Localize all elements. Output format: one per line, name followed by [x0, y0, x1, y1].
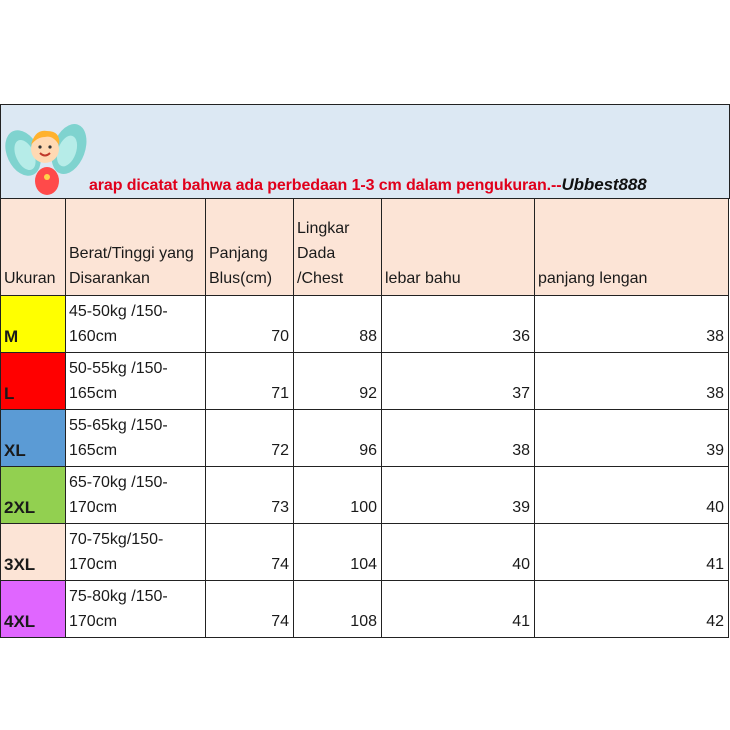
shoulder-cell: 37 — [381, 352, 535, 410]
size-table: Ukuran Berat/Tinggi yang Disarankan Panj… — [0, 198, 729, 638]
length-cell: 74 — [205, 580, 294, 638]
chest-cell: 92 — [293, 352, 382, 410]
table-row: M 45-50kg /150-160cm 70 88 36 38 — [0, 295, 729, 353]
shoulder-cell: 39 — [381, 466, 535, 524]
weight-height-cell: 55-65kg /150-165cm — [65, 409, 206, 467]
length-cell: 74 — [205, 523, 294, 581]
shoulder-cell: 36 — [381, 295, 535, 353]
header-chest: Lingkar Dada /Chest — [293, 198, 382, 296]
sleeve-cell: 42 — [534, 580, 729, 638]
weight-height-cell: 45-50kg /150-160cm — [65, 295, 206, 353]
table-row: XL 55-65kg /150-165cm 72 96 38 39 — [0, 409, 729, 467]
size-cell: 4XL — [0, 580, 66, 638]
notice-banner: arap dicatat bahwa ada perbedaan 1-3 cm … — [0, 104, 730, 199]
weight-height-cell: 75-80kg /150-170cm — [65, 580, 206, 638]
measurement-notice: arap dicatat bahwa ada perbedaan 1-3 cm … — [89, 175, 647, 195]
header-weight-height: Berat/Tinggi yang Disarankan — [65, 198, 206, 296]
sleeve-cell: 38 — [534, 295, 729, 353]
length-cell: 70 — [205, 295, 294, 353]
length-cell: 71 — [205, 352, 294, 410]
chest-cell: 96 — [293, 409, 382, 467]
chest-cell: 100 — [293, 466, 382, 524]
table-row: 4XL 75-80kg /150-170cm 74 108 41 42 — [0, 580, 729, 638]
table-header-row: Ukuran Berat/Tinggi yang Disarankan Panj… — [0, 198, 729, 296]
shoulder-cell: 40 — [381, 523, 535, 581]
size-cell: M — [0, 295, 66, 353]
sleeve-cell: 38 — [534, 352, 729, 410]
table-row: 3XL 70-75kg/150-170cm 74 104 40 41 — [0, 523, 729, 581]
shoulder-cell: 41 — [381, 580, 535, 638]
sleeve-cell: 39 — [534, 409, 729, 467]
chest-cell: 108 — [293, 580, 382, 638]
length-cell: 73 — [205, 466, 294, 524]
angel-mascot-icon — [5, 123, 87, 195]
weight-height-cell: 50-55kg /150-165cm — [65, 352, 206, 410]
shoulder-cell: 38 — [381, 409, 535, 467]
size-cell: XL — [0, 409, 66, 467]
chest-cell: 88 — [293, 295, 382, 353]
header-shoulder: lebar bahu — [381, 198, 535, 296]
size-cell: L — [0, 352, 66, 410]
header-length: Panjang Blus(cm) — [205, 198, 294, 296]
header-size: Ukuran — [0, 198, 66, 296]
sleeve-cell: 40 — [534, 466, 729, 524]
notice-text: arap dicatat bahwa ada perbedaan 1-3 cm … — [89, 177, 562, 194]
chest-cell: 104 — [293, 523, 382, 581]
size-cell: 3XL — [0, 523, 66, 581]
table-row: 2XL 65-70kg /150-170cm 73 100 39 40 — [0, 466, 729, 524]
header-sleeve: panjang lengan — [534, 198, 729, 296]
table-row: L 50-55kg /150-165cm 71 92 37 38 — [0, 352, 729, 410]
weight-height-cell: 70-75kg/150-170cm — [65, 523, 206, 581]
weight-height-cell: 65-70kg /150-170cm — [65, 466, 206, 524]
brand-name: Ubbest888 — [561, 175, 647, 194]
sleeve-cell: 41 — [534, 523, 729, 581]
size-cell: 2XL — [0, 466, 66, 524]
length-cell: 72 — [205, 409, 294, 467]
